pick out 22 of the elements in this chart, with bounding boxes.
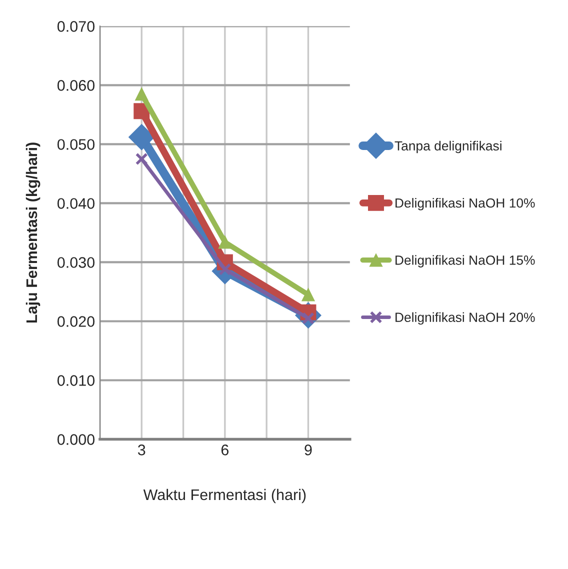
point bbox=[128, 124, 155, 150]
legend-label: Tanpa delignifikasi bbox=[394, 140, 502, 154]
point bbox=[302, 288, 315, 302]
point bbox=[135, 152, 148, 166]
y-axis-title: Laju Fermentasi (kg/hari) bbox=[26, 142, 40, 323]
y-tick-label: 0.020 bbox=[57, 316, 95, 327]
x-axis-title: Waktu Fermentasi (hari) bbox=[143, 488, 306, 504]
point bbox=[135, 87, 148, 101]
point bbox=[218, 236, 232, 249]
x-tick-label: 3 bbox=[138, 444, 146, 456]
y-tick-label: 0.050 bbox=[57, 139, 95, 150]
x-tick-label: 6 bbox=[221, 444, 229, 456]
y-tick-label: 0.030 bbox=[57, 257, 95, 268]
legend-label: Delignifikasi NaOH 20% bbox=[396, 312, 535, 325]
legend-label: Delignifikasi NaOH 10% bbox=[396, 198, 535, 210]
y-tick-label: 0.040 bbox=[57, 198, 95, 209]
y-tick-label: 0.060 bbox=[57, 80, 95, 91]
y-tick-label: 0.000 bbox=[57, 434, 95, 445]
y-tick-label: 0.070 bbox=[57, 21, 95, 32]
x-tick-label: 9 bbox=[304, 444, 312, 456]
y-tick-label: 0.010 bbox=[57, 375, 95, 386]
legend-label: Delignifikasi NaOH 15% bbox=[396, 255, 535, 268]
